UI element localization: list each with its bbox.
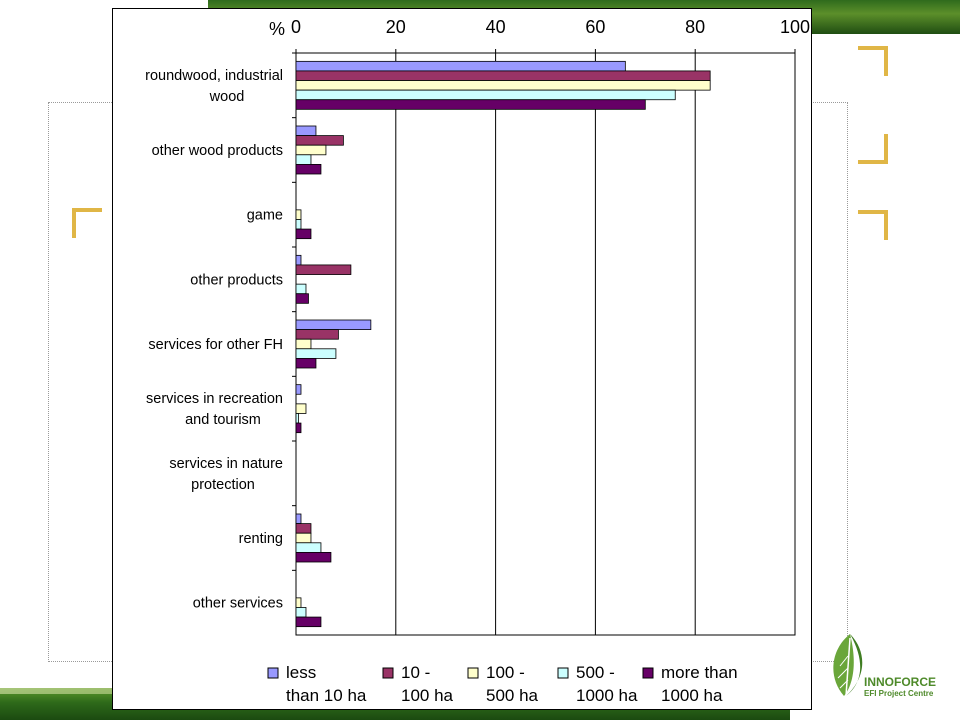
bar <box>295 542 322 553</box>
bar <box>295 163 322 175</box>
legend-swatch <box>557 667 569 679</box>
legend-label: 1000 ha <box>576 686 638 705</box>
bar <box>295 283 307 295</box>
bar <box>295 607 307 618</box>
bar <box>295 209 302 220</box>
brand-name: INNOFORCE <box>864 675 936 689</box>
category-label: game <box>247 208 283 224</box>
category-label: services for other FH <box>148 337 283 353</box>
bar <box>295 135 344 146</box>
category-label: wood <box>209 89 245 105</box>
category-label: services in recreation <box>146 391 283 407</box>
leaf-logo-icon <box>833 634 863 697</box>
bar <box>295 144 327 156</box>
bar <box>295 219 302 230</box>
bar <box>295 348 337 359</box>
bar <box>295 293 309 304</box>
legend-swatch <box>382 667 394 679</box>
x-tick-label: 20 <box>386 17 406 37</box>
category-label: protection <box>191 477 255 493</box>
chart-panel: 0 20 40 60 80 100% roundwood, industrial wood ot… <box>112 8 812 710</box>
category-label: other wood products <box>152 143 283 159</box>
bar <box>295 532 312 544</box>
bar <box>295 413 299 424</box>
x-tick-label: 40 <box>486 17 506 37</box>
legend-label: 100 - <box>486 663 525 682</box>
bar <box>295 70 711 81</box>
bar <box>295 552 332 563</box>
corner-ornament-right-lower <box>858 210 888 240</box>
bar <box>295 125 317 137</box>
x-tick-label: 0 <box>291 17 301 37</box>
bar <box>295 403 307 414</box>
legend-label: 500 ha <box>486 686 539 705</box>
bar <box>295 228 312 240</box>
plot-area <box>295 52 796 636</box>
bar <box>295 616 322 628</box>
bar <box>295 513 302 525</box>
category-label: renting <box>239 531 283 547</box>
legend-swatch <box>467 667 479 679</box>
corner-ornament-top-right <box>858 46 888 76</box>
legend-label: less <box>286 663 316 682</box>
bar <box>295 254 302 266</box>
bar <box>295 338 312 350</box>
bar <box>295 384 302 395</box>
category-label: and tourism <box>185 412 261 428</box>
bar <box>295 597 302 608</box>
x-tick-label: 100 <box>780 17 810 37</box>
bar <box>295 60 626 72</box>
x-tick-label: 60 <box>585 17 605 37</box>
legend-label: than 10 ha <box>286 686 367 705</box>
legend-label: 500 - <box>576 663 615 682</box>
corner-ornament-right-middle <box>858 134 888 164</box>
brand-subtitle: EFI Project Centre <box>864 689 934 698</box>
bar <box>295 99 646 110</box>
bar <box>295 329 339 340</box>
bar <box>295 264 352 275</box>
category-label: other services <box>193 596 283 612</box>
legend-label: 1000 ha <box>661 686 723 705</box>
corner-ornament-left <box>72 208 102 238</box>
bar <box>295 357 317 369</box>
bar <box>295 319 372 331</box>
legend-swatch <box>267 667 279 679</box>
legend-label: more than <box>661 663 738 682</box>
category-label: roundwood, industrial <box>145 68 283 84</box>
bar-chart: 0 20 40 60 80 100% roundwood, industrial wood ot… <box>145 17 810 705</box>
bar <box>295 80 711 91</box>
legend-label: 100 ha <box>401 686 454 705</box>
category-label: other products <box>190 272 283 288</box>
legend-swatch <box>642 667 654 679</box>
bar <box>295 89 676 101</box>
legend-label: 10 - <box>401 663 430 682</box>
category-label: services in nature <box>169 456 283 472</box>
x-tick-label: 80 <box>685 17 705 37</box>
bar <box>295 422 302 434</box>
x-unit-label: % <box>269 19 285 39</box>
bar <box>295 154 312 165</box>
bar <box>295 523 312 534</box>
